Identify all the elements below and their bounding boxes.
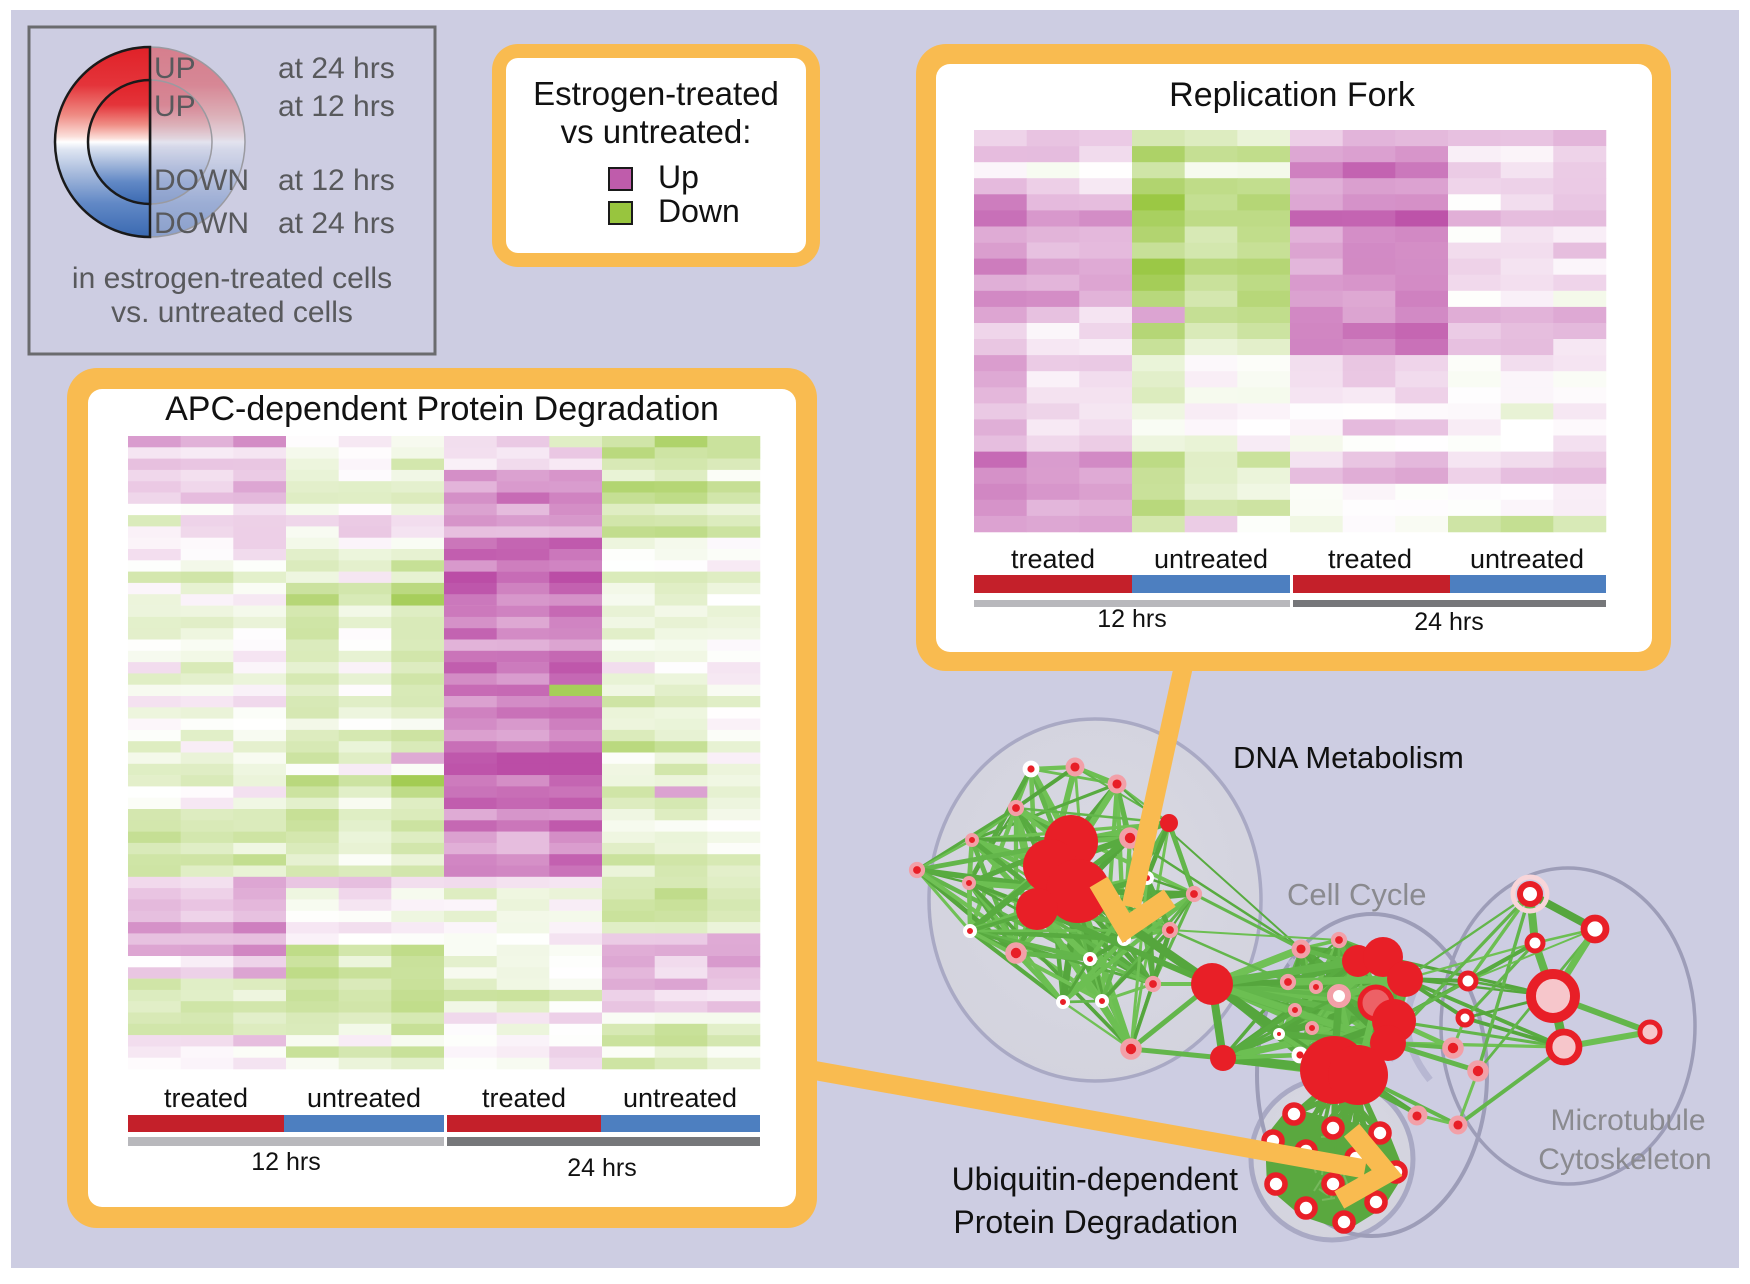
svg-text:treated: treated xyxy=(164,1083,248,1113)
svg-text:untreated: untreated xyxy=(623,1083,737,1113)
svg-text:24 hrs: 24 hrs xyxy=(567,1154,636,1182)
svg-text:treated: treated xyxy=(1328,544,1412,574)
svg-text:Down: Down xyxy=(658,193,740,229)
svg-text:APC-dependent Protein Degradat: APC-dependent Protein Degradation xyxy=(165,390,719,428)
svg-text:at 12 hrs: at 12 hrs xyxy=(278,164,395,197)
svg-text:UP: UP xyxy=(154,90,196,123)
svg-text:12 hrs: 12 hrs xyxy=(251,1148,320,1176)
svg-text:Ubiquitin-dependent: Ubiquitin-dependent xyxy=(952,1161,1239,1197)
svg-text:vs. untreated cells: vs. untreated cells xyxy=(111,296,353,329)
svg-text:treated: treated xyxy=(1011,544,1095,574)
svg-text:in estrogen-treated cells: in estrogen-treated cells xyxy=(72,262,392,295)
svg-text:DNA Metabolism: DNA Metabolism xyxy=(1233,740,1464,775)
svg-text:at 12 hrs: at 12 hrs xyxy=(278,90,395,123)
svg-text:at 24 hrs: at 24 hrs xyxy=(278,52,395,85)
svg-text:12 hrs: 12 hrs xyxy=(1097,605,1166,633)
svg-text:24 hrs: 24 hrs xyxy=(1414,608,1483,636)
svg-text:vs untreated:: vs untreated: xyxy=(561,113,752,150)
svg-text:DOWN: DOWN xyxy=(154,164,249,197)
svg-text:DOWN: DOWN xyxy=(154,207,249,240)
svg-text:Replication Fork: Replication Fork xyxy=(1169,76,1416,114)
svg-text:Estrogen-treated: Estrogen-treated xyxy=(533,75,779,112)
svg-text:Protein Degradation: Protein Degradation xyxy=(953,1204,1238,1240)
svg-text:UP: UP xyxy=(154,52,196,85)
svg-text:Cell Cycle: Cell Cycle xyxy=(1287,877,1427,912)
svg-text:treated: treated xyxy=(482,1083,566,1113)
svg-text:Microtubule: Microtubule xyxy=(1550,1104,1705,1137)
svg-text:Cytoskeleton: Cytoskeleton xyxy=(1538,1143,1711,1176)
svg-text:untreated: untreated xyxy=(1470,544,1584,574)
svg-text:at 24 hrs: at 24 hrs xyxy=(278,207,395,240)
svg-text:untreated: untreated xyxy=(307,1083,421,1113)
svg-text:untreated: untreated xyxy=(1154,544,1268,574)
svg-text:Up: Up xyxy=(658,159,699,195)
